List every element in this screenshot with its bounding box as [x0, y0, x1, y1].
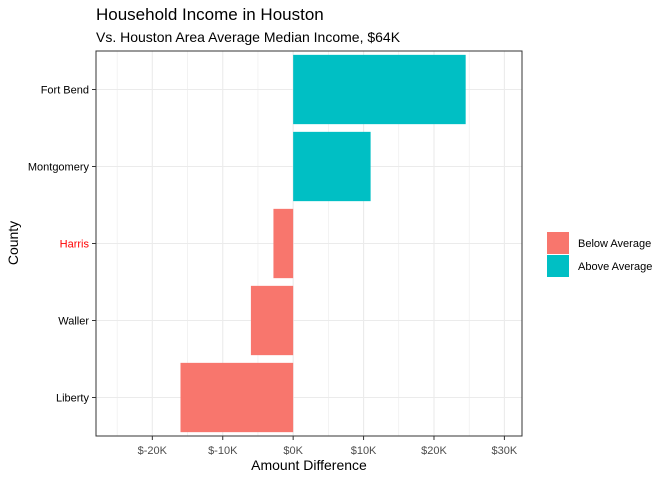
bar-waller: [250, 285, 294, 356]
y-axis: Fort Bend Montgomery Harris Waller Liberty: [28, 85, 96, 405]
legend-label: Below Average: [578, 238, 651, 250]
x-tick-label: $20K: [421, 445, 447, 457]
x-tick-label: $10K: [351, 445, 377, 457]
y-tick-label: Liberty: [56, 393, 90, 405]
bar-fort-bend: [293, 54, 466, 125]
y-tick-label: Montgomery: [28, 162, 90, 174]
legend-label: Above Average: [578, 261, 652, 273]
bars: [180, 54, 466, 433]
legend-swatch: [547, 255, 569, 277]
x-tick-label: $0K: [283, 445, 303, 457]
legend-swatch: [547, 232, 569, 254]
y-tick-label: Harris: [60, 239, 90, 251]
grid-lines: [96, 51, 522, 436]
y-tick-label: Fort Bend: [41, 85, 89, 97]
bar-liberty: [180, 362, 294, 433]
bar-harris: [273, 208, 294, 279]
chart-title: Household Income in Houston: [96, 5, 324, 24]
x-axis-title: Amount Difference: [251, 457, 367, 473]
legend: Below Average Above Average: [547, 232, 652, 277]
bar-montgomery: [293, 131, 371, 202]
chart-subtitle: Vs. Houston Area Average Median Income, …: [96, 29, 401, 45]
x-tick-label: $-10K: [208, 445, 238, 457]
x-tick-label: $-20K: [138, 445, 168, 457]
x-axis: $-20K $-10K $0K $10K $20K $30K: [138, 436, 518, 457]
y-tick-label: Waller: [58, 316, 89, 328]
x-tick-label: $30K: [492, 445, 518, 457]
y-axis-title: County: [5, 221, 21, 265]
